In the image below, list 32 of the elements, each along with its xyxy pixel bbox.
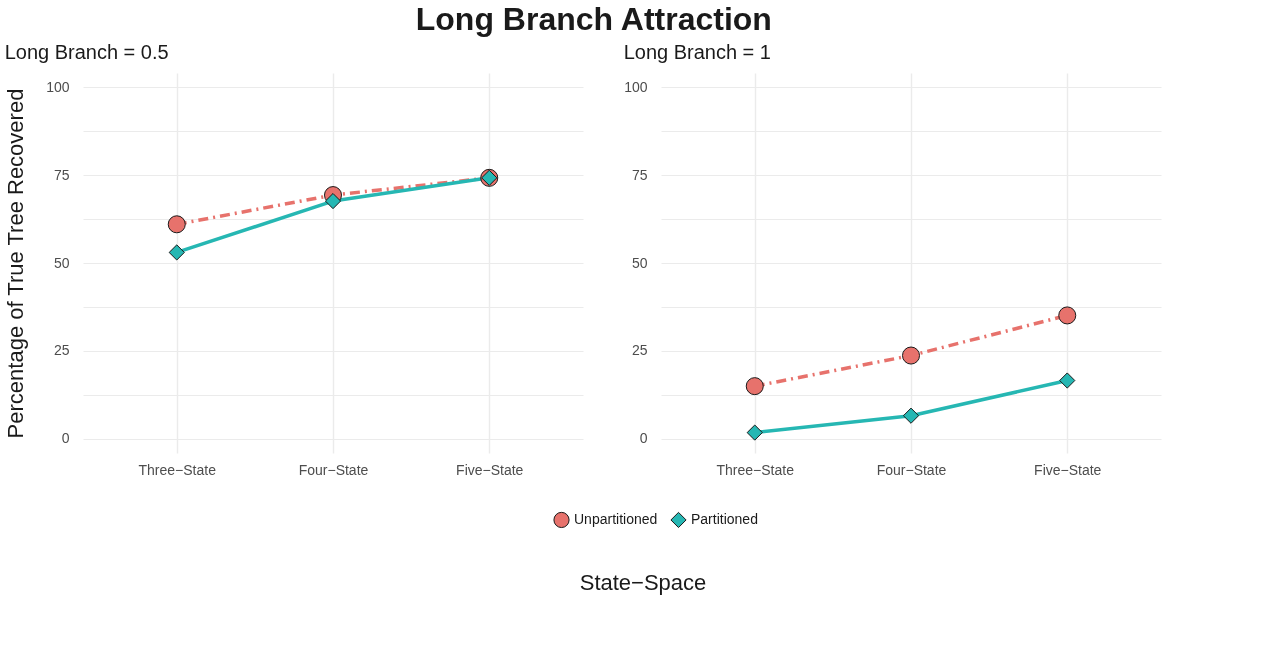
point	[1058, 306, 1077, 325]
x-axis-title: State−Space	[579, 570, 707, 595]
y-tick-label: 50	[631, 254, 648, 271]
y-tick-label: 0	[61, 430, 70, 447]
x-tick-label: Five−State	[1034, 461, 1102, 478]
y-tick-label: 0	[639, 430, 648, 447]
x-tick-label: Four−State	[876, 461, 947, 478]
y-tick-label: 25	[53, 342, 70, 359]
y-tick-label: 50	[53, 254, 70, 271]
y-axis-title: Percentage of True Tree Recovered	[3, 88, 29, 439]
point	[746, 424, 763, 441]
chart-subtitle: Long Branch = 1	[623, 41, 771, 63]
point	[1059, 372, 1076, 389]
x-tick-label: Three−State	[716, 461, 795, 478]
y-tick-label: 25	[631, 342, 648, 359]
x-tick-label: Four−State	[298, 461, 369, 478]
chart-subtitle: Long Branch = 0.5	[4, 41, 169, 63]
y-tick-label: 100	[624, 78, 648, 95]
y-tick-label: 75	[53, 166, 70, 183]
x-tick-label: Five−State	[456, 461, 524, 478]
point	[167, 215, 186, 234]
legend-label: Unpartitioned	[574, 510, 658, 527]
point	[324, 192, 342, 210]
legend-label: Partitioned	[691, 510, 758, 527]
point	[168, 244, 185, 261]
point	[902, 407, 920, 424]
chart-title: Long Branch Attraction	[415, 1, 772, 37]
point	[745, 377, 764, 396]
x-tick-label: Three−State	[138, 461, 217, 478]
y-tick-label: 100	[46, 78, 70, 95]
point	[901, 346, 921, 365]
y-tick-label: 75	[631, 166, 648, 183]
